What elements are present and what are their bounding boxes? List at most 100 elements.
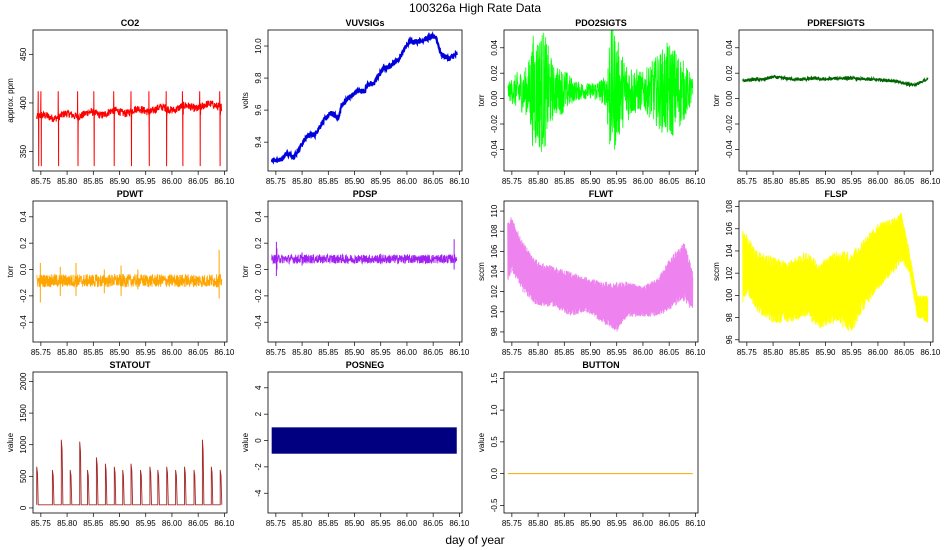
panel-pdrefsigts: PDREFSIGTS 85.75 85.80 85.85 85.90 85.95 86.00… <box>712 18 941 186</box>
pdrefsigts-xtick-label: 86.00 <box>868 177 889 186</box>
posneg-title: POSNEG <box>346 360 385 370</box>
statout-frame <box>32 371 228 514</box>
co2-series-line <box>36 91 222 167</box>
pdwt-xtick-label: 85.75 <box>31 348 52 357</box>
flwt-xtick-label: 85.75 <box>502 348 523 357</box>
panel-pdsp: PDSP 85.75 85.80 85.85 85.90 85.95 86.00 86.05 8… <box>241 189 470 357</box>
vuvsigs-xtick-label: 86.05 <box>423 177 444 186</box>
pdo2sigts-ytick-label: 0.04 <box>490 39 499 55</box>
pdsp-xtick-label: 85.90 <box>344 348 365 357</box>
flsp-ytick-label: 106 <box>725 222 734 236</box>
vuvsigs-title: VUVSIGs <box>345 18 384 28</box>
statout-ytick-label: 1000 <box>19 435 28 453</box>
statout-ytick-label: 500 <box>19 469 28 483</box>
flwt-xtick-label: 86.00 <box>633 348 654 357</box>
statout-xtick-label: 85.80 <box>57 519 78 528</box>
pdsp-ytick-label: -0.4 <box>254 315 263 329</box>
pdrefsigts-ytick-label: 0.04 <box>725 39 734 55</box>
posneg-ytick-label: -4 <box>254 489 263 497</box>
pdo2sigts-xtick-label: 85.95 <box>607 177 628 186</box>
button-xtick-label: 85.80 <box>528 519 549 528</box>
button-ytick-label: 0.0 <box>490 468 499 480</box>
co2-ytick-label: 350 <box>19 144 28 158</box>
pdsp-ylabel: torr <box>241 265 250 277</box>
posneg-ylabel: value <box>241 432 250 452</box>
pdwt-xtick-label: 86.05 <box>188 348 209 357</box>
button-ytick-label: 1.0 <box>490 404 499 416</box>
flwt-ylabel: sccm <box>477 262 486 281</box>
co2-frame <box>32 29 228 172</box>
vuvsigs-xtick-label: 86.10 <box>449 177 470 186</box>
vuvsigs-xtick-label: 86.00 <box>397 177 418 186</box>
co2-ytick-label: 450 <box>19 47 28 61</box>
pdwt-xtick-label: 85.80 <box>57 348 78 357</box>
flsp-ylabel: sccm <box>712 262 721 281</box>
flsp-xtick-label: 85.85 <box>789 348 810 357</box>
button-xtick-label: 86.05 <box>659 519 680 528</box>
pdsp-ytick-label: 0.4 <box>254 211 263 223</box>
flwt-ytick-label: 108 <box>490 224 499 238</box>
posneg-xtick-label: 85.80 <box>292 519 313 528</box>
button-ytick-label: 0.5 <box>490 436 499 448</box>
pdsp-ytick-label: 0.2 <box>254 237 263 249</box>
statout-ylabel: value <box>6 432 15 452</box>
pdrefsigts-xtick-label: 85.90 <box>815 177 836 186</box>
statout-xtick-label: 86.00 <box>162 519 183 528</box>
flwt-xtick-label: 85.85 <box>554 348 575 357</box>
pdrefsigts-data <box>742 74 929 88</box>
button-xtick-label: 85.90 <box>580 519 601 528</box>
posneg-xtick-label: 85.95 <box>371 519 392 528</box>
flwt-ytick-label: 110 <box>490 204 499 217</box>
posneg-frame <box>267 371 463 514</box>
statout-ytick-label: 1500 <box>19 404 28 422</box>
co2-xtick-label: 86.05 <box>188 177 209 186</box>
posneg-xtick-label: 86.00 <box>397 519 418 528</box>
vuvsigs-xtick-label: 85.75 <box>266 177 287 186</box>
panel-flsp: FLSP 85.75 85.80 85.85 85.90 85.95 86.00 86.05 8… <box>712 189 941 357</box>
pdwt-data <box>36 249 223 303</box>
pdo2sigts-ytick-label: -0.04 <box>490 140 499 159</box>
button-title: BUTTON <box>582 360 619 370</box>
flwt-xtick-label: 85.95 <box>607 348 628 357</box>
co2-xtick-label: 85.85 <box>83 177 104 186</box>
flwt-ytick-label: 106 <box>490 244 499 258</box>
flsp-xtick-label: 85.75 <box>737 348 758 357</box>
posneg-ytick-label: 2 <box>254 411 263 416</box>
posneg-fill <box>271 427 457 454</box>
flwt-ytick-label: 104 <box>490 264 499 278</box>
pdrefsigts-ytick-label: 0.02 <box>725 65 734 81</box>
flsp-ytick-label: 104 <box>725 244 734 258</box>
flwt-ytick-label: 100 <box>490 305 499 319</box>
pdwt-ytick-label: 0.0 <box>19 263 28 275</box>
pdsp-xtick-label: 85.75 <box>266 348 287 357</box>
flsp-xtick-label: 85.90 <box>815 348 836 357</box>
flsp-ytick-label: 108 <box>725 199 734 213</box>
flsp-ytick-label: 102 <box>725 266 734 280</box>
pdo2sigts-xtick-label: 85.80 <box>528 177 549 186</box>
flwt-ytick-label: 102 <box>490 284 499 298</box>
vuvsigs-series-line <box>270 31 458 165</box>
flwt-xtick-label: 86.10 <box>685 348 706 357</box>
statout-xtick-label: 85.85 <box>83 519 104 528</box>
co2-xtick-label: 86.10 <box>214 177 235 186</box>
flwt-ytick-label: 98 <box>490 327 499 336</box>
pdsp-xtick-label: 86.05 <box>423 348 444 357</box>
pdsp-ytick-label: 0.0 <box>254 263 263 275</box>
co2-data <box>36 91 222 167</box>
pdsp-xtick-label: 85.85 <box>318 348 339 357</box>
pdrefsigts-xtick-label: 86.05 <box>894 177 915 186</box>
pdo2sigts-ytick-label: 0.02 <box>490 65 499 81</box>
statout-xtick-label: 85.90 <box>109 519 130 528</box>
pdwt-title: PDWT <box>117 189 144 199</box>
statout-xtick-label: 86.10 <box>214 519 235 528</box>
button-xtick-label: 86.10 <box>685 519 706 528</box>
posneg-xtick-label: 85.85 <box>318 519 339 528</box>
flsp-ytick-label: 100 <box>725 288 734 302</box>
posneg-xtick-label: 86.10 <box>449 519 470 528</box>
x-axis-label: day of year <box>445 533 504 547</box>
pdwt-frame <box>32 200 228 343</box>
flsp-ytick-label: 96 <box>725 335 734 344</box>
posneg-ytick-label: -2 <box>254 463 263 471</box>
co2-xtick-label: 85.90 <box>109 177 130 186</box>
pdwt-xtick-label: 85.85 <box>83 348 104 357</box>
